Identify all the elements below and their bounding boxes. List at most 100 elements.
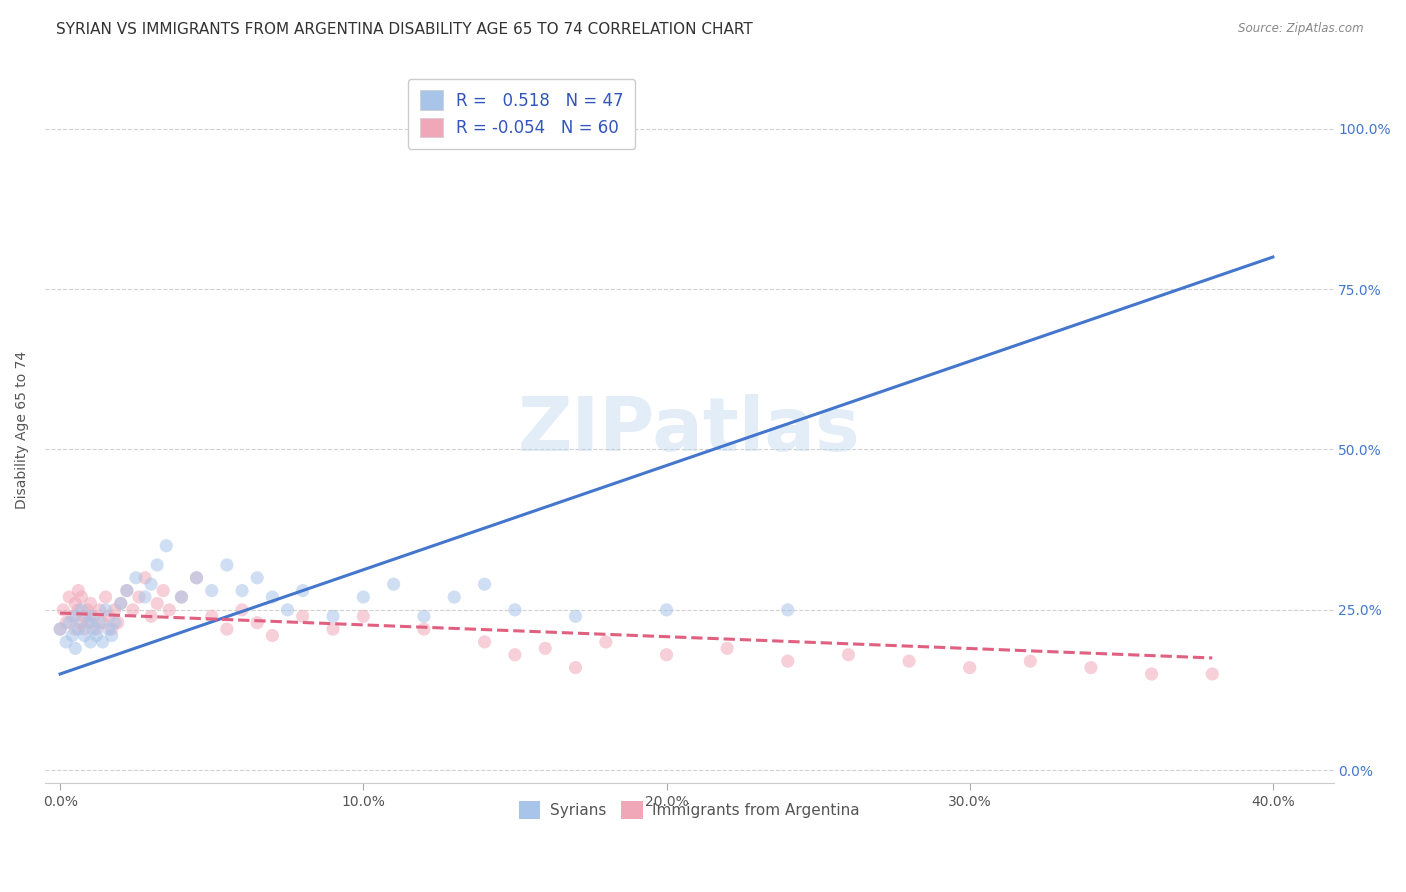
Point: [86, 628, 108, 642]
Point: [564, 609, 586, 624]
Point: [246, 615, 269, 630]
Point: [70, 590, 93, 604]
Point: [65, 596, 87, 610]
Point: [262, 590, 284, 604]
Point: [655, 603, 678, 617]
Point: [959, 660, 981, 674]
Point: [201, 609, 224, 624]
Point: [65, 622, 87, 636]
Point: [776, 603, 799, 617]
Point: [352, 609, 374, 624]
Point: [49, 622, 72, 636]
Point: [73, 622, 96, 636]
Point: [215, 558, 238, 572]
Point: [79, 635, 101, 649]
Point: [76, 603, 98, 617]
Point: [49, 622, 72, 636]
Point: [55, 635, 77, 649]
Point: [115, 583, 138, 598]
Point: [73, 628, 96, 642]
Point: [564, 660, 586, 674]
Point: [155, 539, 177, 553]
Point: [215, 622, 238, 636]
Point: [70, 603, 93, 617]
Legend: Syrians, Immigrants from Argentina: Syrians, Immigrants from Argentina: [513, 795, 866, 825]
Point: [104, 615, 127, 630]
Point: [655, 648, 678, 662]
Point: [104, 603, 127, 617]
Point: [170, 590, 193, 604]
Point: [413, 622, 436, 636]
Point: [89, 615, 111, 630]
Point: [125, 571, 148, 585]
Point: [322, 622, 344, 636]
Point: [322, 609, 344, 624]
Point: [82, 622, 104, 636]
Point: [534, 641, 557, 656]
Point: [382, 577, 405, 591]
Point: [443, 590, 465, 604]
Point: [146, 558, 169, 572]
Point: [107, 615, 129, 630]
Point: [79, 596, 101, 610]
Point: [503, 648, 526, 662]
Text: Source: ZipAtlas.com: Source: ZipAtlas.com: [1239, 22, 1364, 36]
Text: ZIPatlas: ZIPatlas: [517, 393, 860, 467]
Point: [186, 571, 208, 585]
Point: [110, 596, 132, 610]
Point: [186, 571, 208, 585]
Point: [837, 648, 859, 662]
Point: [82, 609, 104, 624]
Point: [716, 641, 738, 656]
Y-axis label: Disability Age 65 to 74: Disability Age 65 to 74: [15, 351, 30, 509]
Point: [67, 603, 90, 617]
Point: [503, 603, 526, 617]
Point: [65, 641, 87, 656]
Point: [231, 583, 253, 598]
Point: [139, 577, 162, 591]
Point: [94, 603, 117, 617]
Point: [134, 571, 156, 585]
Point: [55, 615, 77, 630]
Point: [60, 609, 83, 624]
Point: [1201, 667, 1223, 681]
Point: [115, 583, 138, 598]
Point: [94, 590, 117, 604]
Point: [76, 615, 98, 630]
Point: [474, 635, 496, 649]
Point: [91, 635, 114, 649]
Point: [170, 590, 193, 604]
Point: [262, 628, 284, 642]
Point: [91, 615, 114, 630]
Point: [134, 590, 156, 604]
Point: [595, 635, 617, 649]
Point: [1080, 660, 1102, 674]
Point: [231, 603, 253, 617]
Point: [276, 603, 298, 617]
Point: [246, 571, 269, 585]
Point: [291, 609, 314, 624]
Point: [110, 596, 132, 610]
Point: [201, 583, 224, 598]
Point: [1019, 654, 1042, 668]
Point: [146, 596, 169, 610]
Point: [291, 583, 314, 598]
Point: [52, 603, 75, 617]
Point: [100, 622, 122, 636]
Text: SYRIAN VS IMMIGRANTS FROM ARGENTINA DISABILITY AGE 65 TO 74 CORRELATION CHART: SYRIAN VS IMMIGRANTS FROM ARGENTINA DISA…: [56, 22, 754, 37]
Point: [122, 603, 145, 617]
Point: [128, 590, 150, 604]
Point: [86, 622, 108, 636]
Point: [79, 609, 101, 624]
Point: [1140, 667, 1163, 681]
Point: [65, 609, 87, 624]
Point: [60, 628, 83, 642]
Point: [79, 615, 101, 630]
Point: [97, 622, 120, 636]
Point: [67, 583, 90, 598]
Point: [474, 577, 496, 591]
Point: [100, 628, 122, 642]
Point: [89, 603, 111, 617]
Point: [139, 609, 162, 624]
Point: [58, 615, 80, 630]
